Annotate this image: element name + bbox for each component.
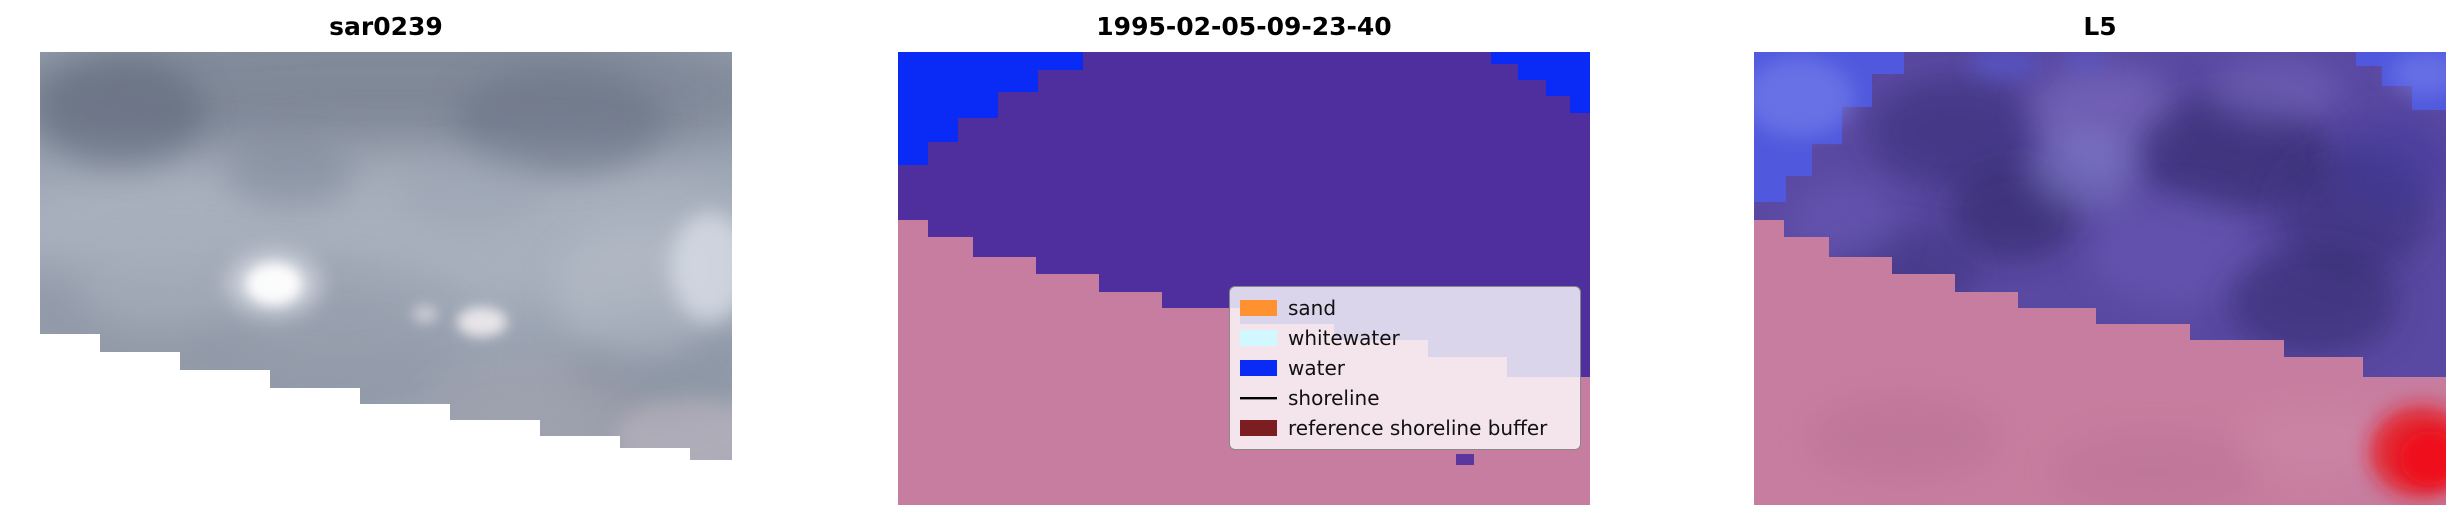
legend-label-shoreline: shoreline xyxy=(1288,386,1380,410)
legend-swatch-whitewater xyxy=(1240,330,1277,346)
sar-image xyxy=(40,52,732,460)
legend-item-sand: sand xyxy=(1240,294,1570,322)
legend-swatch-reference-shoreline-buffer xyxy=(1240,420,1277,436)
l5-image-area xyxy=(1754,52,2446,505)
sar-image-area xyxy=(40,52,732,463)
legend-label-whitewater: whitewater xyxy=(1288,326,1400,350)
legend-label-reference-shoreline-buffer: reference shoreline buffer xyxy=(1288,416,1548,440)
legend-label-sand: sand xyxy=(1288,296,1337,320)
legend-item-reference-shoreline-buffer: reference shoreline buffer xyxy=(1240,414,1570,442)
panel-classified: 1995-02-05-09-23-40 sand xyxy=(898,10,1590,505)
l5-image xyxy=(1754,52,2446,505)
legend-label-water: water xyxy=(1288,356,1345,380)
legend-line-shoreline xyxy=(1240,397,1277,400)
legend-swatch-sand xyxy=(1240,300,1277,316)
sar-bright-spot-1 xyxy=(246,263,302,305)
legend: sand whitewater water shoreline referenc… xyxy=(1229,286,1581,450)
classified-image-area: sand whitewater water shoreline referenc… xyxy=(898,52,1590,505)
panel-title-l5: L5 xyxy=(2083,12,2117,41)
legend-item-water: water xyxy=(1240,354,1570,382)
panel-l5: L5 xyxy=(1754,10,2446,505)
panel-title-classified: 1995-02-05-09-23-40 xyxy=(1096,12,1392,41)
panel-sar: sar0239 xyxy=(40,10,732,463)
legend-swatch-water xyxy=(1240,360,1277,376)
legend-item-shoreline: shoreline xyxy=(1240,384,1570,412)
sar-bright-spot-2 xyxy=(457,307,507,337)
panel-title-sar: sar0239 xyxy=(329,12,443,41)
legend-item-whitewater: whitewater xyxy=(1240,324,1570,352)
